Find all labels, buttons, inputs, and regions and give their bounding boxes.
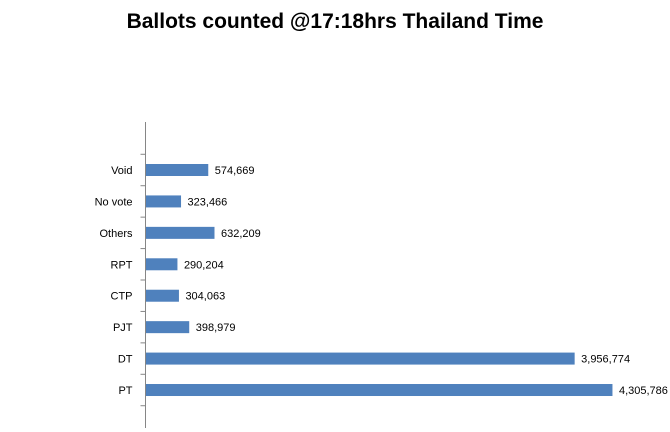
- data-label: 304,063: [185, 291, 225, 303]
- chart-title: Ballots counted @17:18hrs Thailand Time: [126, 10, 544, 33]
- data-label: 3,956,774: [581, 354, 630, 366]
- data-label: 323,466: [188, 196, 228, 208]
- category-label: PT: [118, 385, 132, 397]
- bar: [146, 195, 182, 208]
- category-label: Others: [99, 228, 133, 240]
- bar: [146, 289, 179, 302]
- data-label: 632,209: [221, 228, 261, 240]
- category-label: CTP: [111, 291, 133, 303]
- data-label: 574,669: [215, 165, 255, 177]
- data-label: 4,305,786: [619, 385, 668, 397]
- bar: [146, 352, 575, 365]
- category-label: RPT: [111, 259, 133, 271]
- bar: [146, 321, 190, 334]
- bar: [146, 384, 613, 397]
- category-label: PJT: [113, 322, 133, 334]
- bar: [146, 226, 215, 239]
- category-label: Void: [111, 165, 132, 177]
- category-label: No vote: [95, 196, 133, 208]
- bar: [146, 258, 178, 271]
- bar: [146, 164, 209, 176]
- data-label: 290,204: [184, 259, 224, 271]
- category-label: DT: [118, 354, 133, 366]
- data-label: 398,979: [196, 322, 236, 334]
- bar-series: Void 574,669 No vote 323,466 Others 632,209 RP…: [95, 153, 668, 407]
